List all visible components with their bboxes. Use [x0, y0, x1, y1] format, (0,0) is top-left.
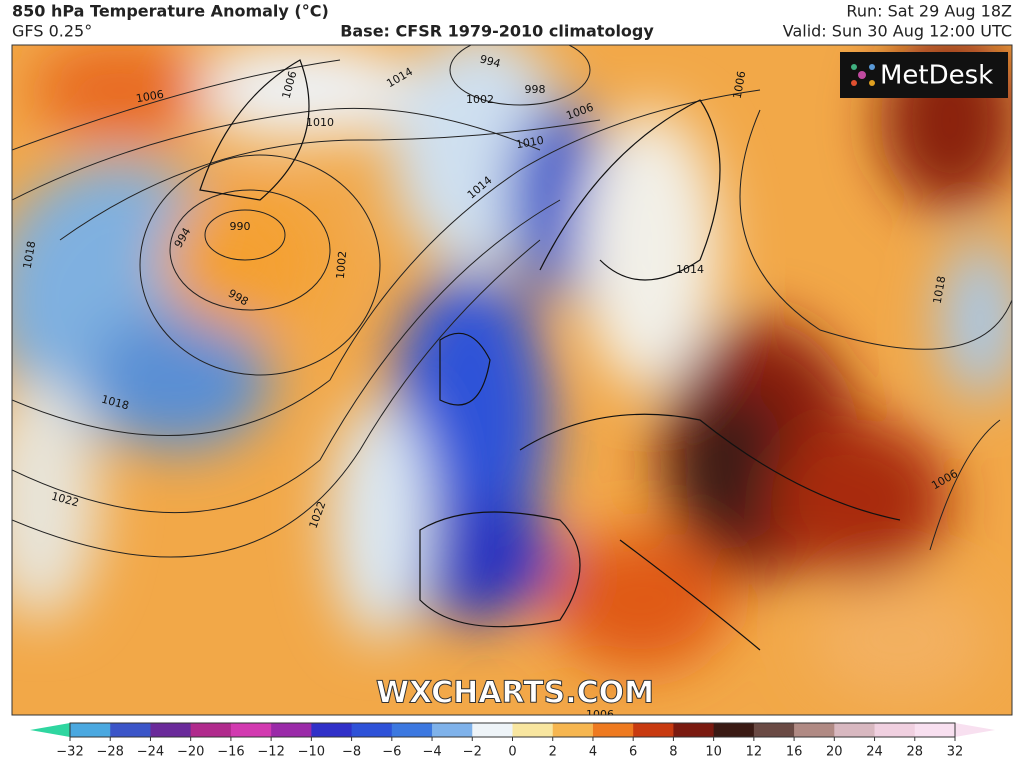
isobar-label: 1010	[515, 134, 545, 152]
colorbar-segment	[311, 723, 353, 737]
isobar-label: 1002	[466, 93, 494, 106]
colorbar-tick-label: 8	[669, 745, 677, 760]
colorbar-tick-label: 24	[866, 745, 883, 760]
coastlines	[199, 59, 901, 651]
isobar-label: 1018	[931, 275, 949, 305]
colorbar-end	[30, 723, 70, 737]
colorbar-tick-label: 20	[826, 745, 843, 760]
colorbar-segment	[432, 723, 473, 737]
model: GFS 0.25°	[12, 22, 92, 41]
isobar-label: 990	[230, 220, 251, 233]
colorbar-tick-label: −6	[382, 745, 401, 760]
colorbar-tick-label: −10	[298, 745, 325, 760]
colorbar-segment	[673, 723, 715, 737]
isobar-label: 1006	[731, 70, 749, 100]
colorbar: −32 −28 −24 −20 −16 −12 −10 −8 −6 −4 −2 0 2 4 6 8 10 12 16…	[30, 722, 995, 760]
colorbar-tick-label: 12	[746, 745, 763, 760]
anomaly-field	[12, 45, 1012, 700]
colorbar-tick-label: −4	[422, 745, 441, 760]
colorbar-segment	[512, 723, 554, 737]
colorbar-segment	[110, 723, 151, 737]
watermark: WXCHARTS.COM	[376, 676, 654, 711]
colorbar-tick-label: −16	[217, 745, 244, 760]
colorbar-tick-label: 10	[705, 745, 722, 760]
colorbar-segment	[914, 723, 956, 737]
colorbar-segment	[271, 723, 312, 737]
colorbar-end	[955, 723, 995, 737]
colorbar-tick-label: 28	[906, 745, 923, 760]
isobar-label: 1002	[334, 250, 349, 279]
colorbar-tick-label: −8	[342, 745, 361, 760]
colorbar-segment	[592, 723, 634, 737]
colorbar-tick-label: −2	[463, 745, 482, 760]
title: 850 hPa Temperature Anomaly (°C)	[12, 2, 329, 21]
colorbar-segment	[874, 723, 916, 737]
isobar-label: 1014	[676, 263, 704, 276]
colorbar-tick-label: −32	[56, 745, 83, 760]
logo-icon	[851, 64, 875, 86]
colorbar-segment	[230, 723, 272, 737]
colorbar-segment	[150, 723, 192, 737]
colorbar-segment	[834, 723, 876, 737]
run: Run: Sat 29 Aug 18Z	[846, 2, 1012, 21]
colorbar-segment	[713, 723, 755, 737]
colorbar-tick-label: −28	[97, 745, 124, 760]
colorbar-tick-label: 16	[786, 745, 803, 760]
colorbar-tick-label: −24	[137, 745, 164, 760]
isobars	[12, 45, 1012, 558]
isobar-label: 1018	[21, 240, 39, 270]
colorbar-segment	[552, 723, 594, 737]
colorbar-tick-label: 32	[947, 745, 964, 760]
colorbar-segment	[753, 723, 795, 737]
colorbar-tick-label: 0	[508, 745, 516, 760]
isobar-label: 998	[525, 83, 546, 96]
colorbar-segment	[70, 723, 111, 737]
valid: Valid: Sun 30 Aug 12:00 UTC	[783, 22, 1012, 41]
colorbar-tick-label: 6	[629, 745, 637, 760]
colorbar-segment	[190, 723, 232, 737]
logo-box	[840, 52, 1008, 98]
base: Base: CFSR 1979-2010 climatology	[340, 22, 654, 41]
colorbar-segment	[633, 723, 674, 737]
colorbar-segment	[794, 723, 835, 737]
colorbar-segment	[391, 723, 433, 737]
isobar-label: 1010	[306, 116, 334, 129]
colorbar-tick-label: −20	[177, 745, 204, 760]
colorbar-segment	[472, 723, 513, 737]
colorbar-tick-label: −12	[257, 745, 284, 760]
colorbar-segment	[351, 723, 393, 737]
colorbar-tick-label: 4	[589, 745, 597, 760]
logo-text: MetDesk	[880, 61, 993, 91]
isobar-label: 994	[478, 53, 502, 71]
colorbar-tick-label: 2	[549, 745, 557, 760]
isobar-label: 1006	[135, 88, 165, 106]
map-frame	[11, 44, 1013, 716]
isobar-label: 1006	[586, 708, 614, 721]
